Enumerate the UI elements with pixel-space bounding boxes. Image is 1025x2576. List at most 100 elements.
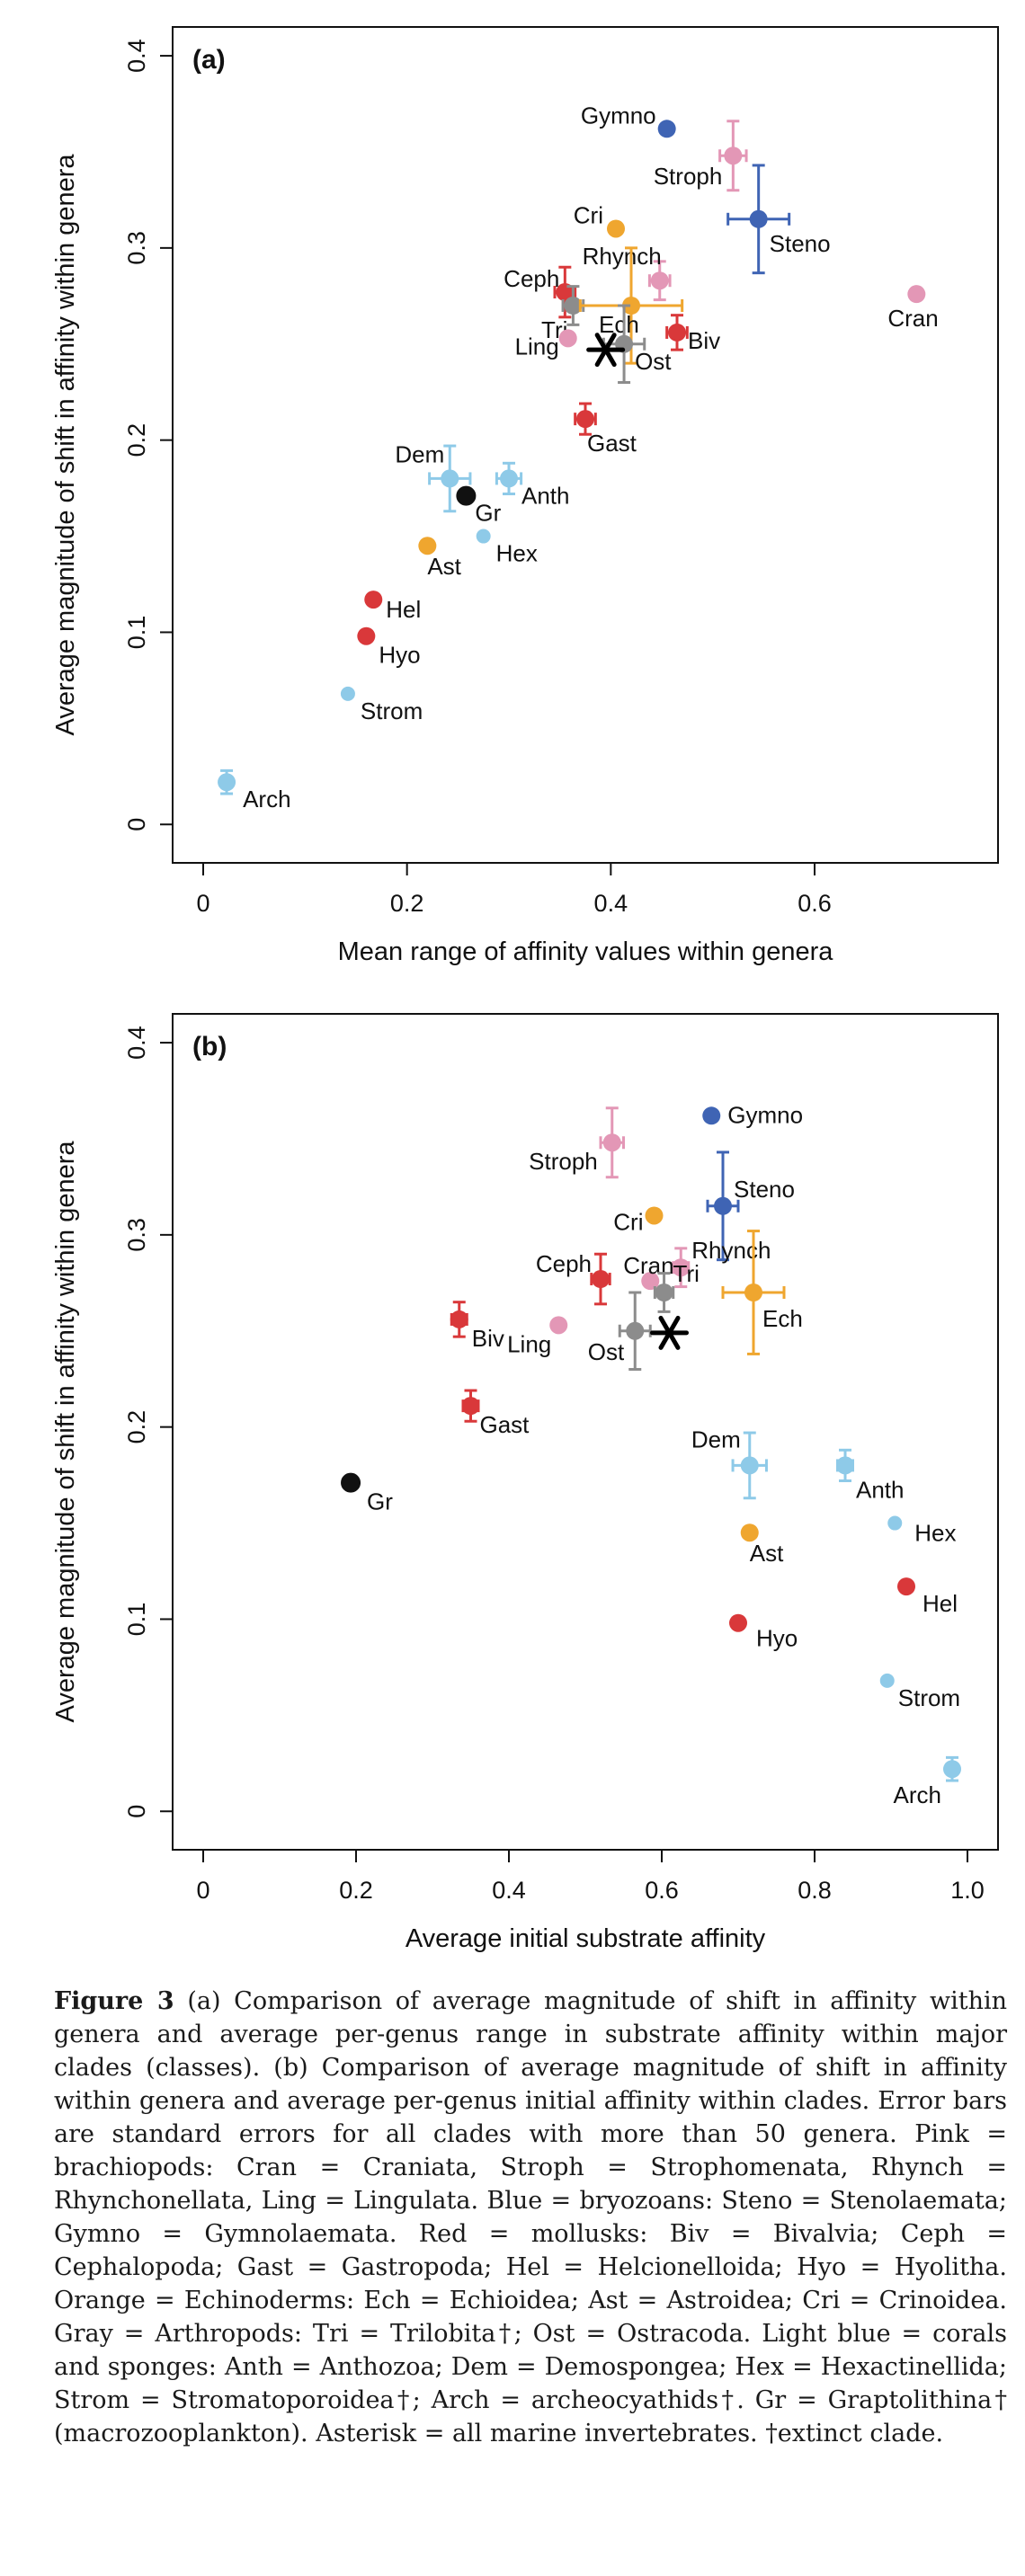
- data-point: [622, 297, 640, 315]
- panel-label: (b): [192, 1032, 227, 1061]
- point-steno: Steno: [726, 164, 831, 275]
- x-tick-label: 0.4: [594, 890, 628, 917]
- point-label: Dem: [691, 1426, 741, 1452]
- point-dem: Dem: [395, 440, 472, 513]
- panel-b: (b) 0 0.2 0.4 0.6 0.8 1.0 0 0.1 0.2 0.3 0.4 Average …: [51, 1013, 999, 1953]
- point-gymno: Gymno: [702, 1101, 803, 1128]
- point-label: Hel: [386, 596, 421, 623]
- point-label: Biv: [688, 327, 720, 354]
- y-tick-label: 0.3: [123, 1218, 150, 1252]
- data-point: [500, 469, 518, 488]
- point-gast: Gast: [574, 402, 637, 457]
- point-hex: Hex: [476, 529, 538, 567]
- point-strom: Strom: [879, 1673, 960, 1711]
- point-stroph: Stroph: [529, 1106, 625, 1179]
- point-ost: Ost: [602, 304, 672, 385]
- data-point: [749, 209, 768, 228]
- data-point: [655, 1284, 673, 1301]
- point-label: Hel: [922, 1590, 958, 1617]
- data-point: [357, 626, 376, 645]
- point-gr: Gr: [341, 1472, 393, 1515]
- point-label: Hyo: [379, 642, 420, 669]
- point-label: Ost: [635, 348, 672, 375]
- point-label: Rhynch: [583, 243, 662, 270]
- data-point: [418, 537, 437, 555]
- point-label: Steno: [770, 230, 831, 257]
- point-ost: Ost: [588, 1291, 652, 1372]
- point-label: Biv: [472, 1325, 504, 1352]
- data-point: [441, 469, 459, 488]
- point-label: Ost: [588, 1338, 625, 1365]
- point-arch: Arch: [218, 768, 291, 813]
- data-point: [364, 591, 383, 609]
- point-arch: Arch: [894, 1755, 961, 1808]
- point-label: Stroph: [654, 163, 723, 190]
- point-cran: Cran: [887, 285, 939, 332]
- data-point: [672, 1258, 691, 1277]
- caption-label: Figure 3: [54, 1987, 174, 2015]
- y-tick-label: 0.4: [123, 1026, 150, 1060]
- data-point: [218, 773, 236, 792]
- point-hyo: Hyo: [357, 626, 421, 669]
- data-point: [729, 1613, 747, 1632]
- point-tri: Tri: [541, 285, 585, 343]
- point-ast: Ast: [740, 1523, 784, 1567]
- y-tick-label: 0: [123, 1805, 150, 1818]
- point-hex: Hex: [887, 1515, 957, 1547]
- data-point: [602, 1133, 621, 1152]
- x-axis-label: Mean range of affinity values within gen…: [338, 937, 834, 966]
- panel-a: (a) 0 0.2 0.4 0.6 0 0.1 0.2 0.3 0.4 Mean range of …: [51, 26, 999, 966]
- point-label: Cri: [613, 1208, 643, 1235]
- point-label: Gymno: [727, 1101, 803, 1128]
- point-ling: Ling: [515, 329, 577, 360]
- panel-label: (a): [192, 45, 226, 75]
- point-label: Rhynch: [691, 1237, 771, 1264]
- data-point: [887, 1515, 903, 1531]
- data-point: [943, 1760, 961, 1779]
- point-stroph: Stroph: [654, 120, 748, 192]
- x-tick-label: 1.0: [950, 1877, 985, 1904]
- y-tick-label: 0.3: [123, 231, 150, 265]
- point-cri: Cri: [574, 201, 625, 238]
- data-point: [668, 323, 686, 342]
- point-ling: Ling: [507, 1316, 568, 1357]
- data-point: [456, 485, 477, 506]
- point-ech: Ech: [721, 1230, 803, 1355]
- x-tick-label: 0.8: [798, 1877, 832, 1904]
- point-label: Arch: [894, 1781, 941, 1808]
- plot-frame: [172, 1013, 999, 1851]
- point-ast: Ast: [418, 537, 462, 580]
- asterisk-stroke: [658, 1315, 681, 1350]
- y-tick-label: 0.1: [123, 616, 150, 650]
- point-label: Ling: [515, 333, 559, 360]
- point-hyo: Hyo: [729, 1613, 798, 1652]
- point-label: Anth: [856, 1476, 905, 1503]
- point-strom: Strom: [340, 686, 423, 724]
- asterisk-stroke: [594, 333, 617, 368]
- point-gymno: Gymno: [581, 102, 676, 138]
- point-cran: Cran: [623, 1252, 674, 1291]
- data-point: [476, 529, 491, 544]
- figure-3: (a) 0 0.2 0.4 0.6 0 0.1 0.2 0.3 0.4 Mean range of …: [51, 26, 999, 1953]
- point-hel: Hel: [364, 591, 421, 623]
- point-label: Gast: [587, 430, 637, 457]
- y-axis-label: Average magnitude of shift in affinity w…: [51, 1141, 80, 1723]
- data-point: [450, 1310, 468, 1328]
- x-tick-label: 0.2: [339, 1877, 373, 1904]
- y-axis-label: Average magnitude of shift in affinity w…: [51, 154, 80, 736]
- data-point: [714, 1196, 732, 1215]
- data-point: [461, 1397, 480, 1416]
- data-point: [907, 285, 926, 304]
- data-point: [645, 1206, 664, 1225]
- asterisk-marker: [586, 333, 626, 368]
- point-label: Stroph: [529, 1148, 598, 1175]
- x-tick-label: 0: [196, 890, 209, 917]
- data-point: [340, 686, 355, 701]
- point-anth: Anth: [495, 461, 570, 509]
- data-point: [626, 1321, 645, 1340]
- data-point: [657, 120, 676, 138]
- data-point: [641, 1272, 660, 1291]
- point-label: Dem: [395, 440, 444, 467]
- point-label: Gr: [367, 1488, 393, 1515]
- point-label: Hex: [496, 540, 538, 567]
